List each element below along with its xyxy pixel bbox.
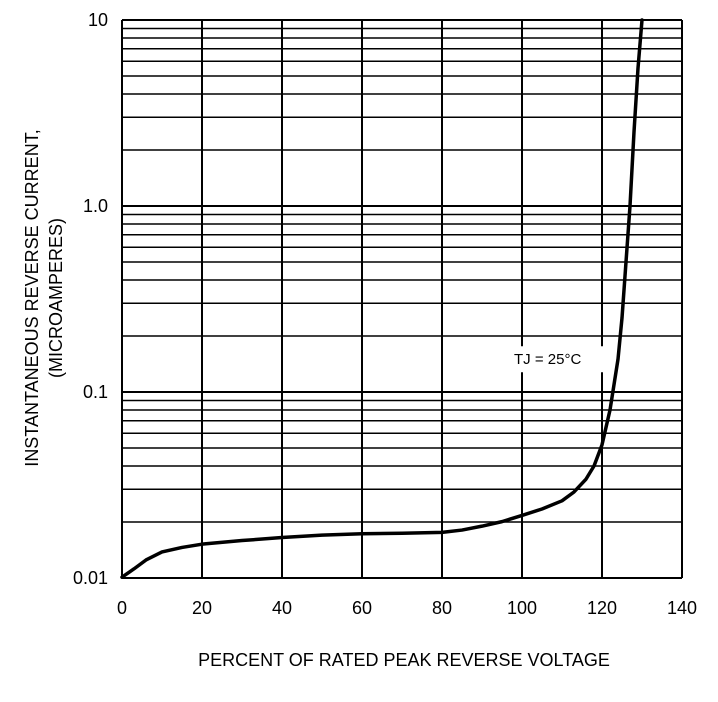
series-layer <box>120 18 644 579</box>
x-tick-labels: 0 20 40 60 80 100 120 140 <box>117 598 697 618</box>
x-axis-title: PERCENT OF RATED PEAK REVERSE VOLTAGE <box>198 650 610 670</box>
x-tick-label: 60 <box>352 598 372 618</box>
x-tick-label: 140 <box>667 598 697 618</box>
y-axis-title-line1: INSTANTANEOUS REVERSE CURRENT, <box>22 129 42 466</box>
grid-major <box>121 19 683 579</box>
y-tick-label: 10 <box>88 10 108 30</box>
x-tick-label: 80 <box>432 598 452 618</box>
x-tick-label: 20 <box>192 598 212 618</box>
grid-minor <box>122 27 682 523</box>
y-tick-label: 0.1 <box>83 382 108 402</box>
x-tick-label: 100 <box>507 598 537 618</box>
y-tick-label: 1.0 <box>83 196 108 216</box>
x-tick-label: 120 <box>587 598 617 618</box>
temperature-annotation: TJ = 25°C <box>514 351 581 368</box>
series-line-0 <box>120 18 644 579</box>
x-tick-label: 40 <box>272 598 292 618</box>
y-axis-title-line2: (MICROAMPERES) <box>46 218 66 378</box>
annotation-background <box>508 346 604 373</box>
x-tick-label: 0 <box>117 598 127 618</box>
y-tick-labels: 0.01 0.1 1.0 10 <box>73 10 108 588</box>
y-tick-label: 0.01 <box>73 568 108 588</box>
